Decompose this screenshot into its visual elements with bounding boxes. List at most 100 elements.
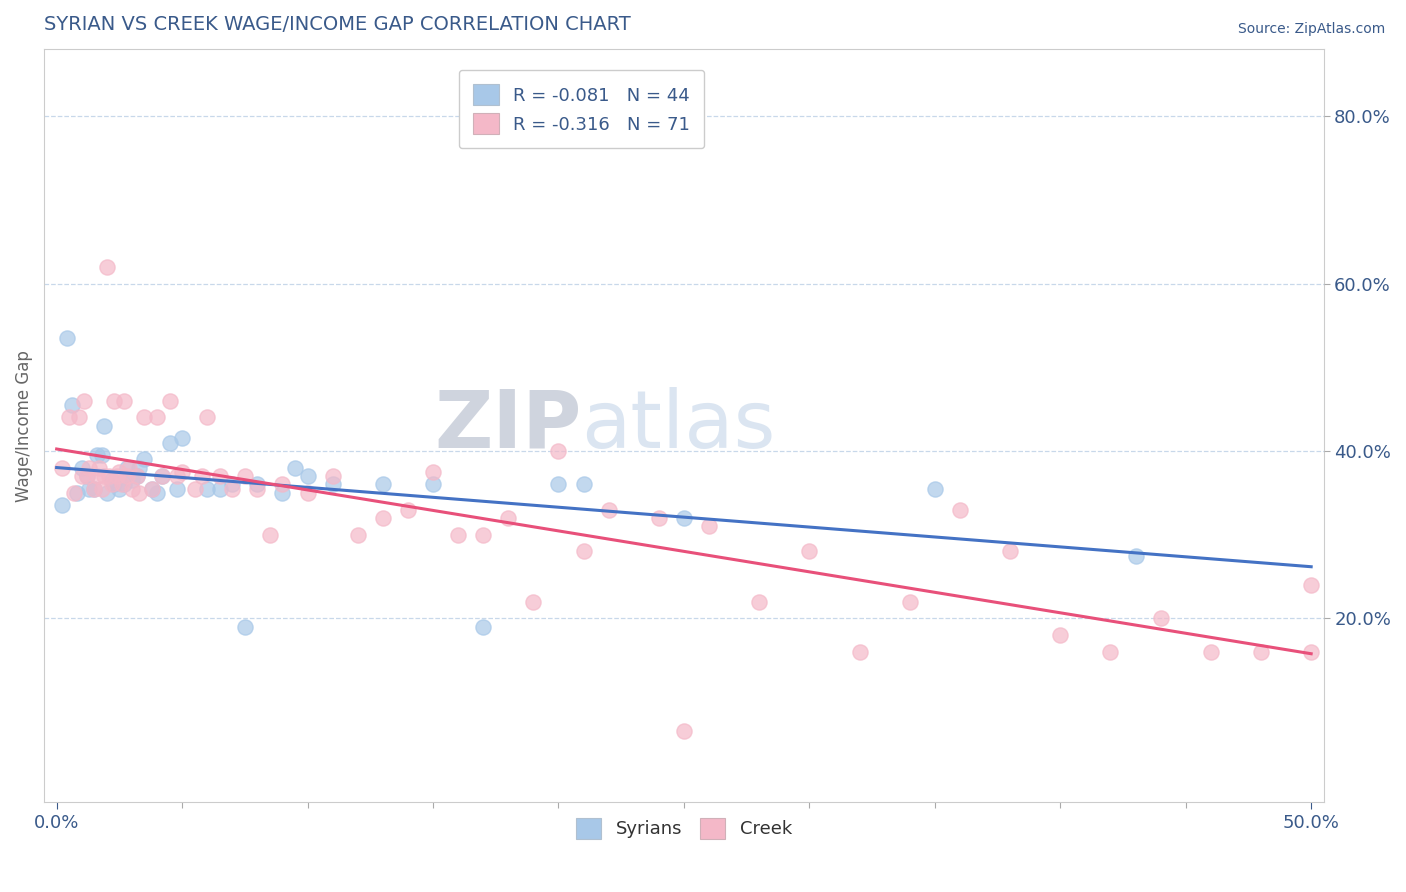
- Point: [128, 460, 150, 475]
- Point: [949, 502, 972, 516]
- Point: [898, 594, 921, 608]
- Point: [96, 260, 118, 274]
- Point: [208, 482, 231, 496]
- Point: [146, 410, 169, 425]
- Y-axis label: Wage/Income Gap: Wage/Income Gap: [15, 350, 32, 502]
- Point: [346, 527, 368, 541]
- Point: [422, 477, 444, 491]
- Point: [672, 511, 695, 525]
- Point: [183, 482, 205, 496]
- Point: [67, 410, 90, 425]
- Point: [284, 460, 307, 475]
- Point: [105, 469, 128, 483]
- Point: [115, 469, 138, 483]
- Point: [472, 527, 495, 541]
- Point: [103, 477, 125, 491]
- Text: atlas: atlas: [582, 387, 776, 465]
- Point: [112, 393, 135, 408]
- Point: [998, 544, 1021, 558]
- Point: [195, 482, 218, 496]
- Point: [371, 477, 394, 491]
- Point: [60, 398, 83, 412]
- Point: [572, 477, 595, 491]
- Point: [103, 393, 125, 408]
- Point: [166, 482, 188, 496]
- Point: [172, 431, 194, 445]
- Point: [1199, 645, 1222, 659]
- Point: [125, 469, 148, 483]
- Point: [191, 469, 214, 483]
- Point: [66, 485, 89, 500]
- Text: SYRIAN VS CREEK WAGE/INCOME GAP CORRELATION CHART: SYRIAN VS CREEK WAGE/INCOME GAP CORRELAT…: [44, 15, 631, 34]
- Point: [648, 511, 671, 525]
- Point: [121, 482, 143, 496]
- Point: [90, 482, 112, 496]
- Point: [96, 485, 118, 500]
- Point: [233, 619, 256, 633]
- Point: [83, 482, 105, 496]
- Point: [221, 477, 243, 491]
- Point: [89, 460, 111, 475]
- Point: [58, 410, 80, 425]
- Point: [246, 477, 269, 491]
- Point: [371, 511, 394, 525]
- Point: [422, 465, 444, 479]
- Point: [55, 331, 77, 345]
- Point: [108, 465, 131, 479]
- Point: [396, 502, 419, 516]
- Point: [77, 482, 100, 496]
- Point: [208, 469, 231, 483]
- Point: [259, 527, 281, 541]
- Point: [118, 460, 141, 475]
- Point: [172, 465, 194, 479]
- Point: [83, 482, 105, 496]
- Point: [76, 469, 98, 483]
- Point: [799, 544, 821, 558]
- Point: [70, 460, 93, 475]
- Point: [134, 452, 156, 467]
- Point: [1250, 645, 1272, 659]
- Point: [672, 724, 695, 739]
- Point: [150, 469, 173, 483]
- Point: [1099, 645, 1122, 659]
- Point: [322, 469, 344, 483]
- Point: [90, 448, 112, 462]
- Point: [128, 485, 150, 500]
- Point: [572, 544, 595, 558]
- Point: [598, 502, 620, 516]
- Point: [76, 469, 98, 483]
- Point: [233, 469, 256, 483]
- Point: [86, 469, 108, 483]
- Point: [134, 410, 156, 425]
- Point: [322, 477, 344, 491]
- Point: [297, 485, 319, 500]
- Point: [1125, 549, 1147, 563]
- Point: [86, 448, 108, 462]
- Point: [1049, 628, 1071, 642]
- Point: [195, 410, 218, 425]
- Point: [1301, 578, 1323, 592]
- Point: [166, 469, 188, 483]
- Point: [125, 469, 148, 483]
- Point: [848, 645, 870, 659]
- Point: [77, 460, 100, 475]
- Point: [115, 460, 138, 475]
- Text: ZIP: ZIP: [434, 387, 582, 465]
- Point: [141, 482, 163, 496]
- Point: [271, 477, 294, 491]
- Point: [472, 619, 495, 633]
- Point: [1301, 645, 1323, 659]
- Point: [121, 473, 143, 487]
- Point: [697, 519, 720, 533]
- Point: [93, 418, 115, 433]
- Point: [112, 477, 135, 491]
- Point: [101, 473, 124, 487]
- Point: [98, 469, 121, 483]
- Point: [141, 482, 163, 496]
- Point: [924, 482, 946, 496]
- Point: [51, 460, 73, 475]
- Point: [73, 393, 96, 408]
- Point: [150, 469, 173, 483]
- Point: [70, 469, 93, 483]
- Point: [63, 485, 86, 500]
